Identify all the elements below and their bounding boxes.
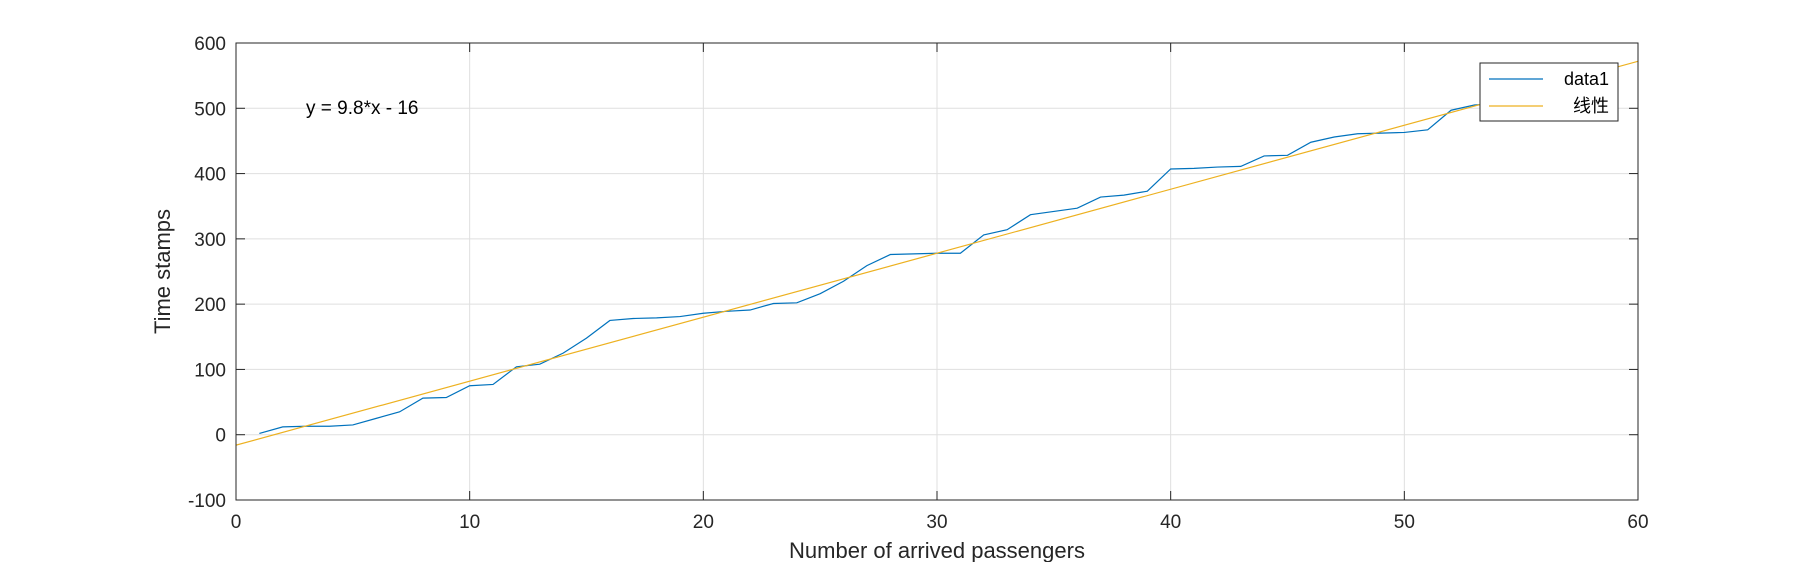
y-tick-label: 500 — [194, 99, 226, 120]
legend-label: 线性 — [1573, 96, 1609, 116]
x-tick-label: 50 — [1394, 512, 1415, 533]
y-axis-label: Time stamps — [150, 209, 175, 334]
x-axis-label: Number of arrived passengers — [789, 538, 1085, 562]
x-tick-label: 60 — [1627, 512, 1648, 533]
x-tick-label: 40 — [1160, 512, 1181, 533]
legend-label: data1 — [1564, 69, 1609, 89]
x-tick-label: 20 — [693, 512, 714, 533]
x-tick-label: 10 — [459, 512, 480, 533]
legend: data1 线性 — [1479, 62, 1619, 122]
y-tick-label: -100 — [188, 491, 226, 512]
series-line-linear-fit — [236, 60, 1638, 446]
y-tick-label: 400 — [194, 165, 226, 186]
grid — [236, 43, 1638, 500]
plot-area — [236, 60, 1638, 446]
x-tick-label: 30 — [926, 512, 947, 533]
y-tick-label: 100 — [194, 360, 226, 381]
fit-equation-annotation: y = 9.8*x - 16 — [306, 98, 418, 119]
x-tick-label: 0 — [231, 512, 242, 533]
y-tick-label: 600 — [194, 34, 226, 55]
y-tick-label: 300 — [194, 230, 226, 251]
legend-box — [1479, 62, 1619, 122]
y-tick-label: 0 — [215, 426, 226, 447]
series-line-data1 — [259, 103, 1498, 434]
y-tick-label: 200 — [194, 295, 226, 316]
